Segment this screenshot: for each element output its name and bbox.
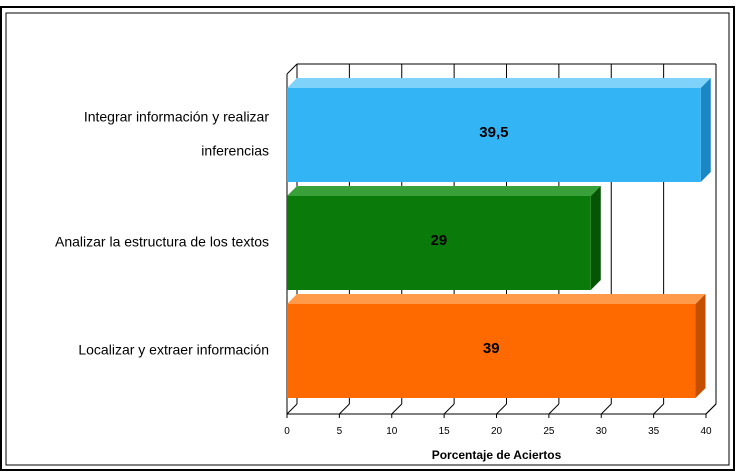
bar-0: 39,5: [287, 78, 711, 182]
bar-side-face: [590, 186, 601, 290]
x-tick-label: 40: [700, 426, 712, 437]
bar-top-face: [287, 186, 601, 196]
x-tick-label: 25: [543, 426, 555, 437]
bar-side-face: [700, 78, 711, 182]
category-labels: Integrar información y realizar inferenci…: [55, 109, 269, 358]
category-label: Integrar información y realizar: [84, 109, 270, 125]
x-tick-label: 15: [439, 426, 451, 437]
x-tick-label: 35: [648, 426, 660, 437]
category-label: Localizar y extraer información: [78, 342, 269, 358]
bar-front-face: [287, 196, 591, 290]
x-tick-label: 30: [596, 426, 608, 437]
x-tick-label: 5: [337, 426, 343, 437]
floor-gridline: [600, 403, 612, 415]
x-tick-label: 20: [491, 426, 503, 437]
floor-gridline: [548, 403, 560, 415]
bar-1: 29: [287, 186, 601, 290]
bars: 39,5 29 39: [287, 78, 711, 398]
bar-value-label: 39: [483, 340, 500, 357]
side-wall-top: [286, 63, 298, 75]
category-label: inferencias: [201, 143, 269, 159]
x-axis-title: Porcentaje de Aciertos: [432, 448, 562, 462]
bar-value-label: 39,5: [479, 124, 508, 141]
floor-gridline: [496, 403, 507, 415]
bar-2: 39: [287, 294, 706, 398]
bar-value-label: 29: [431, 232, 448, 249]
bar-front-face: [287, 304, 696, 398]
x-tick-label: 0: [284, 426, 290, 437]
floor-gridline: [653, 403, 664, 415]
floor-gridline: [443, 403, 455, 415]
category-label: Analizar la estructura de los textos: [55, 234, 269, 250]
floor-gridline: [391, 403, 403, 415]
bar-side-face: [695, 294, 706, 398]
inner-border: [5, 12, 730, 466]
x-tick-label: 10: [386, 426, 398, 437]
floor-right-edge: [705, 403, 717, 415]
x-tick-labels: 0 5 10 15 20 25 30 35 40: [284, 414, 712, 437]
bar-top-face: [287, 294, 706, 304]
floor-gridline: [339, 403, 350, 415]
bar-front-face: [287, 88, 701, 182]
floor-gridline: [286, 403, 298, 415]
bar-top-face: [287, 78, 711, 88]
